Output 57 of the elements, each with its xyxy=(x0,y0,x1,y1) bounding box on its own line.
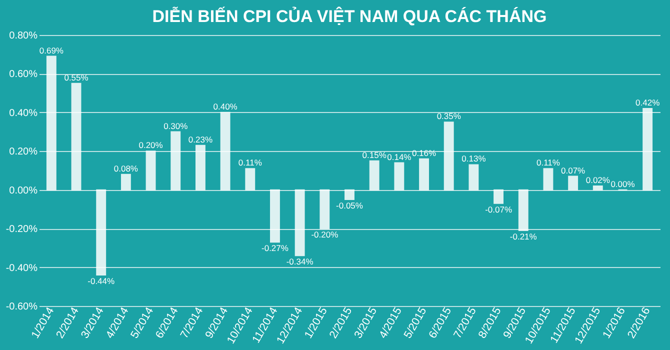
data-label: 0.23% xyxy=(188,134,213,144)
data-label: -0.20% xyxy=(311,230,339,240)
bar xyxy=(146,150,156,190)
bar xyxy=(494,189,504,204)
data-label: 0.08% xyxy=(114,163,138,174)
bar xyxy=(369,160,380,190)
data-label: 0.55% xyxy=(64,72,89,82)
bar xyxy=(320,189,330,230)
bar xyxy=(394,162,404,190)
bar xyxy=(170,131,181,190)
bar xyxy=(468,164,479,190)
y-tick-label: 0.00% xyxy=(9,185,38,196)
data-label: 0.35% xyxy=(436,111,462,122)
y-tick-label: 0.80% xyxy=(9,30,38,42)
data-label: -0.27% xyxy=(262,243,289,254)
bar xyxy=(294,189,305,256)
data-label: 0.02% xyxy=(586,174,610,185)
bar xyxy=(245,168,256,190)
data-label: -0.05% xyxy=(336,200,364,211)
y-tick-label: 0.60% xyxy=(9,69,38,80)
y-tick-label: 0.20% xyxy=(9,146,38,158)
bar xyxy=(419,158,429,190)
bar xyxy=(642,108,653,190)
bar xyxy=(444,122,454,190)
bar xyxy=(96,189,106,276)
bar xyxy=(270,189,280,243)
y-tick-label: -0.40% xyxy=(6,262,38,274)
data-label: 0.15% xyxy=(362,150,387,160)
data-label: 0.20% xyxy=(138,140,164,150)
data-label: 0.42% xyxy=(636,98,660,108)
bar xyxy=(518,189,528,232)
data-label: -0.07% xyxy=(485,204,512,214)
data-label: 0.13% xyxy=(462,154,486,164)
y-tick-label: -0.60% xyxy=(6,302,38,312)
data-label: -0.44% xyxy=(88,276,116,286)
data-label: 0.69% xyxy=(39,45,64,56)
data-label: 0.11% xyxy=(536,158,560,168)
data-label: 0.07% xyxy=(561,165,586,176)
bar xyxy=(120,174,131,190)
data-label: 0.40% xyxy=(213,101,238,112)
bar xyxy=(543,168,554,190)
bar xyxy=(195,144,206,190)
bar xyxy=(592,185,603,190)
bar xyxy=(220,112,230,190)
data-label: -0.34% xyxy=(286,256,314,267)
data-label: 0.00% xyxy=(610,178,636,189)
data-label: 0.30% xyxy=(164,120,188,131)
bar xyxy=(568,176,578,190)
chart-title: DIỄN BIẾN CPI CỦA VIỆT NAM QUA CÁC THÁNG xyxy=(152,6,547,26)
y-tick-label: -0.20% xyxy=(6,224,38,236)
y-tick-label: 0.40% xyxy=(9,108,38,119)
bar xyxy=(344,189,354,200)
bar xyxy=(71,82,82,190)
data-label: 0.11% xyxy=(238,158,262,168)
bar xyxy=(46,56,56,190)
data-label: 0.14% xyxy=(387,152,412,162)
data-label: -0.21% xyxy=(510,232,538,242)
